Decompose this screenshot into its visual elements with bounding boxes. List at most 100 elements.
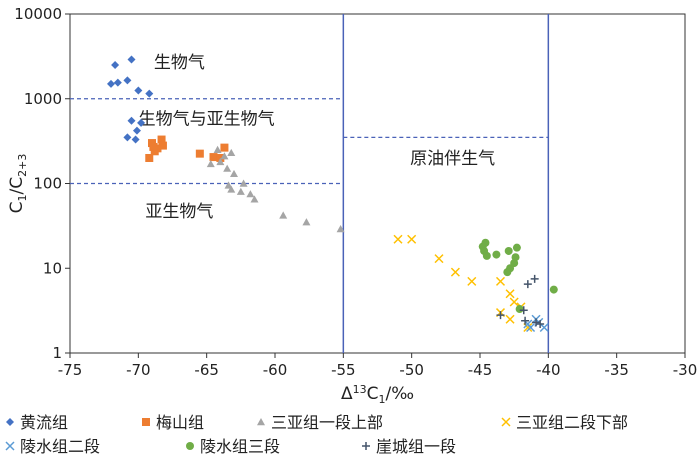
- region-label: 亚生物气: [145, 202, 213, 222]
- x-tick-label: -40: [536, 361, 561, 379]
- data-point: [239, 179, 248, 187]
- data-point: [434, 254, 444, 264]
- legend-label: 陵水组二段: [20, 437, 100, 456]
- data-point: [467, 276, 477, 286]
- x-tick-label: -60: [263, 361, 288, 379]
- x-tick-label: -75: [58, 361, 83, 379]
- data-point: [195, 149, 204, 158]
- data-point: [134, 86, 143, 95]
- data-point: [505, 289, 515, 299]
- data-point: [336, 225, 345, 233]
- legend-marker: [142, 418, 150, 426]
- data-point: [504, 246, 513, 255]
- data-point: [480, 246, 489, 255]
- legend-label: 三亚组二段下部: [516, 413, 628, 432]
- data-point: [137, 118, 146, 127]
- y-tick-label: 100: [33, 175, 62, 193]
- data-point: [393, 234, 403, 244]
- data-point: [495, 276, 506, 286]
- data-point: [227, 185, 236, 193]
- data-point: [145, 153, 154, 162]
- legend-marker: [186, 442, 194, 450]
- data-point: [530, 274, 539, 283]
- data-point: [123, 76, 132, 85]
- data-point: [127, 116, 136, 125]
- data-point: [224, 181, 233, 189]
- data-point: [132, 126, 141, 135]
- data-point: [549, 285, 558, 294]
- data-point: [158, 141, 167, 150]
- data-point: [481, 238, 490, 247]
- legend-label: 崖城组一段: [376, 437, 456, 456]
- data-point: [123, 133, 132, 142]
- x-tick-label: -55: [331, 361, 356, 379]
- region-label: 生物气: [154, 53, 205, 73]
- data-point: [236, 187, 245, 195]
- data-point: [216, 157, 225, 166]
- y-tick-label: 10: [43, 259, 62, 277]
- x-tick-label: -35: [604, 361, 629, 379]
- data-point: [223, 164, 232, 172]
- data-point: [302, 218, 311, 226]
- x-tick-label: -45: [468, 361, 493, 379]
- data-point: [111, 61, 120, 70]
- data-point: [450, 267, 460, 277]
- data-point: [515, 305, 524, 314]
- data-point: [539, 322, 549, 333]
- data-point: [407, 234, 417, 244]
- legend-label: 陵水组三段: [200, 437, 280, 456]
- data-point: [532, 318, 541, 327]
- data-point: [492, 250, 501, 259]
- data-point: [505, 314, 515, 324]
- legend-marker: [5, 441, 15, 451]
- data-point: [496, 311, 505, 320]
- region-label: 原油伴生气: [410, 149, 495, 169]
- data-point: [279, 211, 288, 219]
- legend-label: 三亚组一段上部: [271, 413, 383, 432]
- data-point: [153, 144, 162, 153]
- data-point: [213, 145, 222, 153]
- x-tick-label: -50: [399, 361, 424, 379]
- data-point: [113, 78, 122, 87]
- data-point: [209, 153, 218, 162]
- data-point: [523, 280, 532, 289]
- x-axis-title: Δ13C1/‰: [341, 383, 414, 406]
- legend-marker: [6, 418, 14, 426]
- y-tick-label: 10000: [14, 5, 62, 23]
- data-point: [512, 243, 521, 252]
- legend-marker: [362, 442, 370, 450]
- data-point: [536, 319, 545, 328]
- x-tick-label: -70: [126, 361, 151, 379]
- region-label: 生物气与亚生物气: [139, 109, 275, 129]
- x-tick-label: -65: [194, 361, 219, 379]
- data-point: [250, 195, 259, 203]
- legend-marker: [257, 418, 265, 426]
- data-point: [157, 135, 166, 144]
- legend-label: 黄流组: [20, 413, 68, 432]
- data-point: [206, 159, 215, 168]
- data-point: [220, 143, 229, 152]
- data-point: [523, 322, 533, 333]
- data-point: [503, 268, 512, 277]
- legend-label: 梅山组: [156, 413, 204, 432]
- data-point: [521, 316, 530, 325]
- y-tick-label: 1: [52, 344, 62, 362]
- data-point: [509, 297, 519, 307]
- data-point: [227, 148, 236, 157]
- data-point: [127, 55, 136, 64]
- data-point: [107, 79, 115, 88]
- y-tick-label: 1000: [24, 90, 62, 108]
- data-point: [246, 190, 255, 198]
- data-point: [149, 142, 158, 151]
- data-point: [220, 152, 229, 160]
- data-point: [230, 169, 238, 178]
- data-point: [131, 135, 140, 144]
- legend-marker: [501, 417, 511, 427]
- data-point: [526, 322, 536, 333]
- y-axis-title: C1/C2+3: [7, 154, 29, 214]
- x-tick-label: -30: [673, 361, 698, 379]
- data-point: [145, 89, 154, 98]
- data-point: [519, 306, 528, 315]
